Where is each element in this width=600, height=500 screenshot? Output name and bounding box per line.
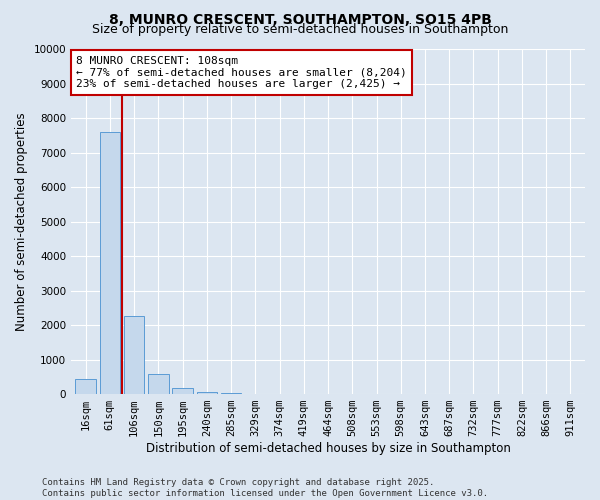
Bar: [197, 392, 217, 394]
Text: 8 MUNRO CRESCENT: 108sqm
← 77% of semi-detached houses are smaller (8,204)
23% o: 8 MUNRO CRESCENT: 108sqm ← 77% of semi-d…: [76, 56, 407, 89]
Text: 8, MUNRO CRESCENT, SOUTHAMPTON, SO15 4PB: 8, MUNRO CRESCENT, SOUTHAMPTON, SO15 4PB: [109, 12, 491, 26]
Bar: [100, 132, 120, 394]
Text: Size of property relative to semi-detached houses in Southampton: Size of property relative to semi-detach…: [92, 22, 508, 36]
Text: Contains HM Land Registry data © Crown copyright and database right 2025.
Contai: Contains HM Land Registry data © Crown c…: [42, 478, 488, 498]
Bar: [172, 388, 193, 394]
Bar: [124, 316, 145, 394]
X-axis label: Distribution of semi-detached houses by size in Southampton: Distribution of semi-detached houses by …: [146, 442, 511, 455]
Y-axis label: Number of semi-detached properties: Number of semi-detached properties: [15, 112, 28, 331]
Bar: [148, 374, 169, 394]
Bar: [75, 379, 96, 394]
